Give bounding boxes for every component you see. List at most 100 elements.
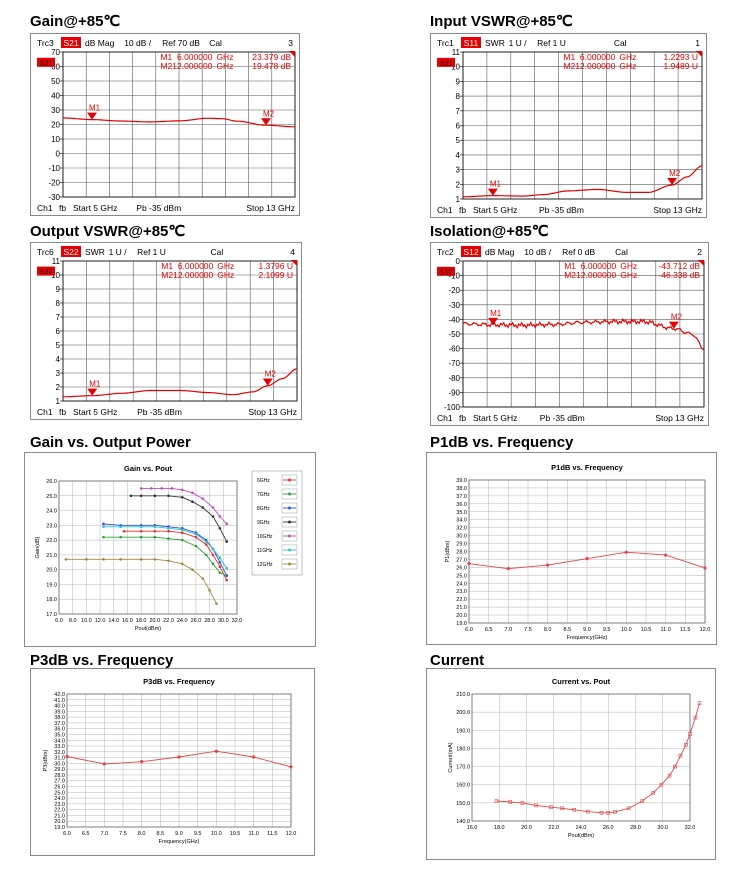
x-tick-label: 8.5 — [564, 627, 572, 633]
marker-readout-unit: GHz — [620, 270, 637, 280]
x-tick-label: 20.0 — [149, 618, 160, 624]
x-tick-label: 22.0 — [548, 825, 559, 831]
ref-label: Ref 70 dB — [162, 38, 200, 48]
data-point — [678, 753, 683, 758]
marker-readout-value: 1.3796 U — [259, 261, 294, 271]
marker-readout-unit: GHz — [620, 261, 637, 271]
legend-swatch-point — [288, 492, 291, 496]
series-point — [218, 565, 222, 569]
channel-number: 4 — [290, 247, 295, 257]
y-tick-label: 25.0 — [46, 494, 57, 500]
isolation-vna-panel: Trc2 S12 dB Mag 10 dB / Ref 0 dB Cal 2 0 -10 -20 -… — [430, 242, 709, 426]
series-point — [194, 544, 198, 548]
y-tick-label: 7 — [456, 107, 461, 116]
legend-label: 7GHz — [257, 492, 270, 498]
series-point — [150, 487, 153, 490]
y-tick-label: 19.0 — [54, 825, 65, 831]
y-tick-label: 4 — [56, 355, 61, 364]
x-tick-label: 32.0 — [232, 618, 243, 624]
y-tick-label: -100 — [444, 403, 461, 412]
data-point — [664, 553, 668, 557]
y-tick-label: -60 — [448, 345, 460, 354]
y-tick-label: 210.0 — [456, 692, 470, 698]
y-tick-label: 29.0 — [456, 542, 467, 548]
y-tick-label: 18.0 — [46, 597, 57, 603]
data-point — [508, 800, 512, 804]
x-tick-label: 32.0 — [685, 825, 696, 831]
series-point — [129, 494, 133, 498]
legend-label: 9GHz — [257, 520, 270, 526]
marker-triangle — [87, 388, 98, 396]
series-line — [130, 495, 228, 542]
x-tick-label: 12.0 — [700, 627, 711, 633]
fb-label: fb — [59, 203, 66, 213]
y-tick-label: -90 — [448, 388, 460, 397]
y-tick-label: 20.0 — [54, 819, 65, 825]
y-tick-label: 29.0 — [54, 767, 65, 773]
x-tick-label: 6.0 — [63, 831, 71, 837]
series-point — [204, 553, 208, 557]
y-tick-label: 150.0 — [456, 801, 470, 807]
fb-label: fb — [59, 407, 66, 417]
marker-readout-unit: GHz — [619, 61, 636, 71]
series-point — [139, 529, 143, 533]
stop-frequency: Stop 13 GHz — [248, 407, 297, 417]
x-tick-label: 26.0 — [603, 825, 614, 831]
x-tick-label: 30.0 — [218, 618, 229, 624]
gain-vs-pout-section-title: Gain vs. Output Power — [30, 434, 191, 451]
y-tick-label: 70 — [51, 48, 60, 57]
marker-triangle — [87, 112, 97, 120]
y-tick-label: 27.0 — [456, 557, 467, 563]
marker-readout-unit: GHz — [216, 52, 233, 62]
series-point — [218, 571, 222, 574]
series-point — [167, 559, 170, 563]
series-point — [180, 538, 184, 542]
series-point — [218, 556, 222, 560]
y-tick-label: 20.0 — [456, 613, 467, 619]
y-tick-label: 33.0 — [54, 744, 65, 750]
x-axis-label: Frequency(GHz) — [159, 839, 200, 845]
input-vswr-section-title: Input VSWR@+85℃ — [430, 13, 573, 30]
plot-frame — [462, 260, 705, 408]
marker-readout-freq: 6.000000 — [178, 261, 214, 271]
start-frequency: Start 5 GHz — [473, 205, 517, 215]
marker-triangle — [487, 188, 498, 196]
x-tick-label: 8.0 — [544, 627, 552, 633]
data-point — [546, 563, 550, 567]
x-tick-label: 22.0 — [163, 618, 174, 624]
format-label: SWR — [85, 247, 105, 257]
y-tick-label: 30 — [51, 106, 60, 115]
marker-readout-value: 2.1099 U — [259, 270, 294, 280]
cal-label: Cal — [209, 38, 222, 48]
series-point — [167, 526, 170, 530]
y-tick-label: -20 — [48, 179, 60, 188]
marker-readout-freq: 6.000000 — [580, 52, 616, 62]
x-tick-label: 6.0 — [465, 627, 473, 633]
y-tick-label: 19.0 — [456, 621, 467, 627]
marker-readout-freq: 12.000000 — [576, 270, 616, 280]
legend-label: 6GHz — [257, 478, 270, 484]
y-tick-label: 23.0 — [456, 589, 467, 595]
series-point — [191, 500, 194, 503]
y-tick-label: 20.0 — [46, 568, 57, 574]
y-axis-label: Current(mA) — [448, 742, 454, 772]
y-tick-label: 8 — [56, 299, 61, 308]
x-tick-label: 11.0 — [661, 627, 671, 633]
plot-frame — [66, 693, 292, 828]
chart-title: P3dB vs. Frequency — [143, 677, 216, 686]
param-label: S12 — [463, 247, 478, 257]
y-tick-label: -80 — [448, 374, 460, 383]
series-point — [225, 540, 229, 543]
y-tick-label: 30.0 — [54, 761, 65, 767]
y-tick-label: 3 — [456, 166, 461, 175]
channel-label: Ch1 — [437, 413, 453, 423]
marker-triangle — [667, 178, 678, 186]
data-point — [494, 799, 499, 803]
measurement-trace — [63, 117, 295, 128]
y-tick-label: 22.0 — [54, 808, 65, 814]
p3db-panel: P3dB vs. Frequency 19.0 20.0 21.0 22.0 23.0 24… — [30, 668, 315, 856]
chart-title: P1dB vs. Frequency — [551, 463, 624, 472]
y-tick-label: 24.0 — [54, 796, 65, 802]
series-point — [211, 562, 215, 566]
y-tick-label: 27.0 — [54, 779, 65, 785]
